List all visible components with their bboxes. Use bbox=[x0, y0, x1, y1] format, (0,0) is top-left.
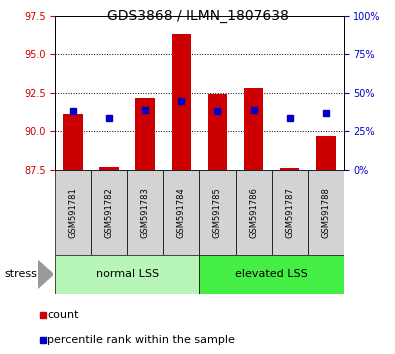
Text: GSM591781: GSM591781 bbox=[69, 187, 78, 238]
Text: GSM591786: GSM591786 bbox=[249, 187, 258, 238]
Bar bbox=[199, 255, 344, 294]
Bar bbox=[272, 170, 308, 255]
Text: GSM591782: GSM591782 bbox=[105, 187, 114, 238]
Text: GSM591783: GSM591783 bbox=[141, 187, 150, 238]
Bar bbox=[199, 170, 235, 255]
Bar bbox=[64, 114, 83, 170]
Bar bbox=[55, 255, 199, 294]
Bar bbox=[171, 34, 191, 170]
Text: GSM591784: GSM591784 bbox=[177, 187, 186, 238]
Bar bbox=[91, 170, 127, 255]
Bar bbox=[100, 167, 119, 170]
Text: GSM591788: GSM591788 bbox=[321, 187, 330, 238]
Bar bbox=[316, 136, 335, 170]
Text: GSM591785: GSM591785 bbox=[213, 187, 222, 238]
Bar bbox=[235, 170, 272, 255]
Bar bbox=[308, 170, 344, 255]
Text: stress: stress bbox=[4, 269, 37, 279]
Bar bbox=[127, 170, 164, 255]
Text: percentile rank within the sample: percentile rank within the sample bbox=[47, 335, 235, 345]
Text: GSM591787: GSM591787 bbox=[285, 187, 294, 238]
Bar bbox=[208, 95, 228, 170]
Text: normal LSS: normal LSS bbox=[96, 269, 159, 279]
Text: count: count bbox=[47, 310, 79, 320]
Polygon shape bbox=[38, 260, 53, 289]
Bar bbox=[164, 170, 199, 255]
Text: elevated LSS: elevated LSS bbox=[235, 269, 308, 279]
Bar bbox=[280, 169, 299, 170]
Text: GDS3868 / ILMN_1807638: GDS3868 / ILMN_1807638 bbox=[107, 9, 288, 23]
Bar bbox=[55, 170, 91, 255]
Bar bbox=[244, 88, 263, 170]
Bar bbox=[135, 98, 155, 170]
